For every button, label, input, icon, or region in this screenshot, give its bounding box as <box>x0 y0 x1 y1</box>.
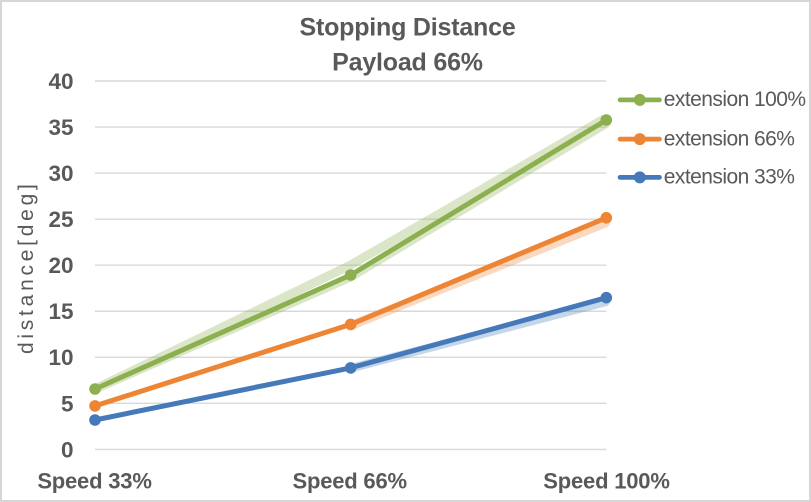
svg-text:20: 20 <box>48 253 73 278</box>
svg-text:40: 40 <box>48 69 73 94</box>
svg-text:Speed 33%: Speed 33% <box>37 468 151 493</box>
svg-text:extension 100%: extension 100% <box>664 88 806 111</box>
svg-text:Speed 66%: Speed 66% <box>293 468 407 493</box>
svg-text:Payload 66%: Payload 66% <box>332 49 483 77</box>
svg-text:15: 15 <box>48 299 73 324</box>
svg-text:extension 33%: extension 33% <box>664 166 795 189</box>
svg-text:Stopping Distance: Stopping Distance <box>299 13 515 41</box>
svg-text:extension 66%: extension 66% <box>664 127 795 150</box>
svg-text:30: 30 <box>48 161 73 186</box>
svg-text:10: 10 <box>48 345 73 370</box>
svg-text:0: 0 <box>61 437 74 462</box>
svg-text:5: 5 <box>61 391 74 416</box>
svg-text:distance[deg]: distance[deg] <box>15 180 38 354</box>
svg-text:35: 35 <box>48 115 73 140</box>
svg-text:Speed 100%: Speed 100% <box>543 468 669 493</box>
svg-text:25: 25 <box>48 207 73 232</box>
